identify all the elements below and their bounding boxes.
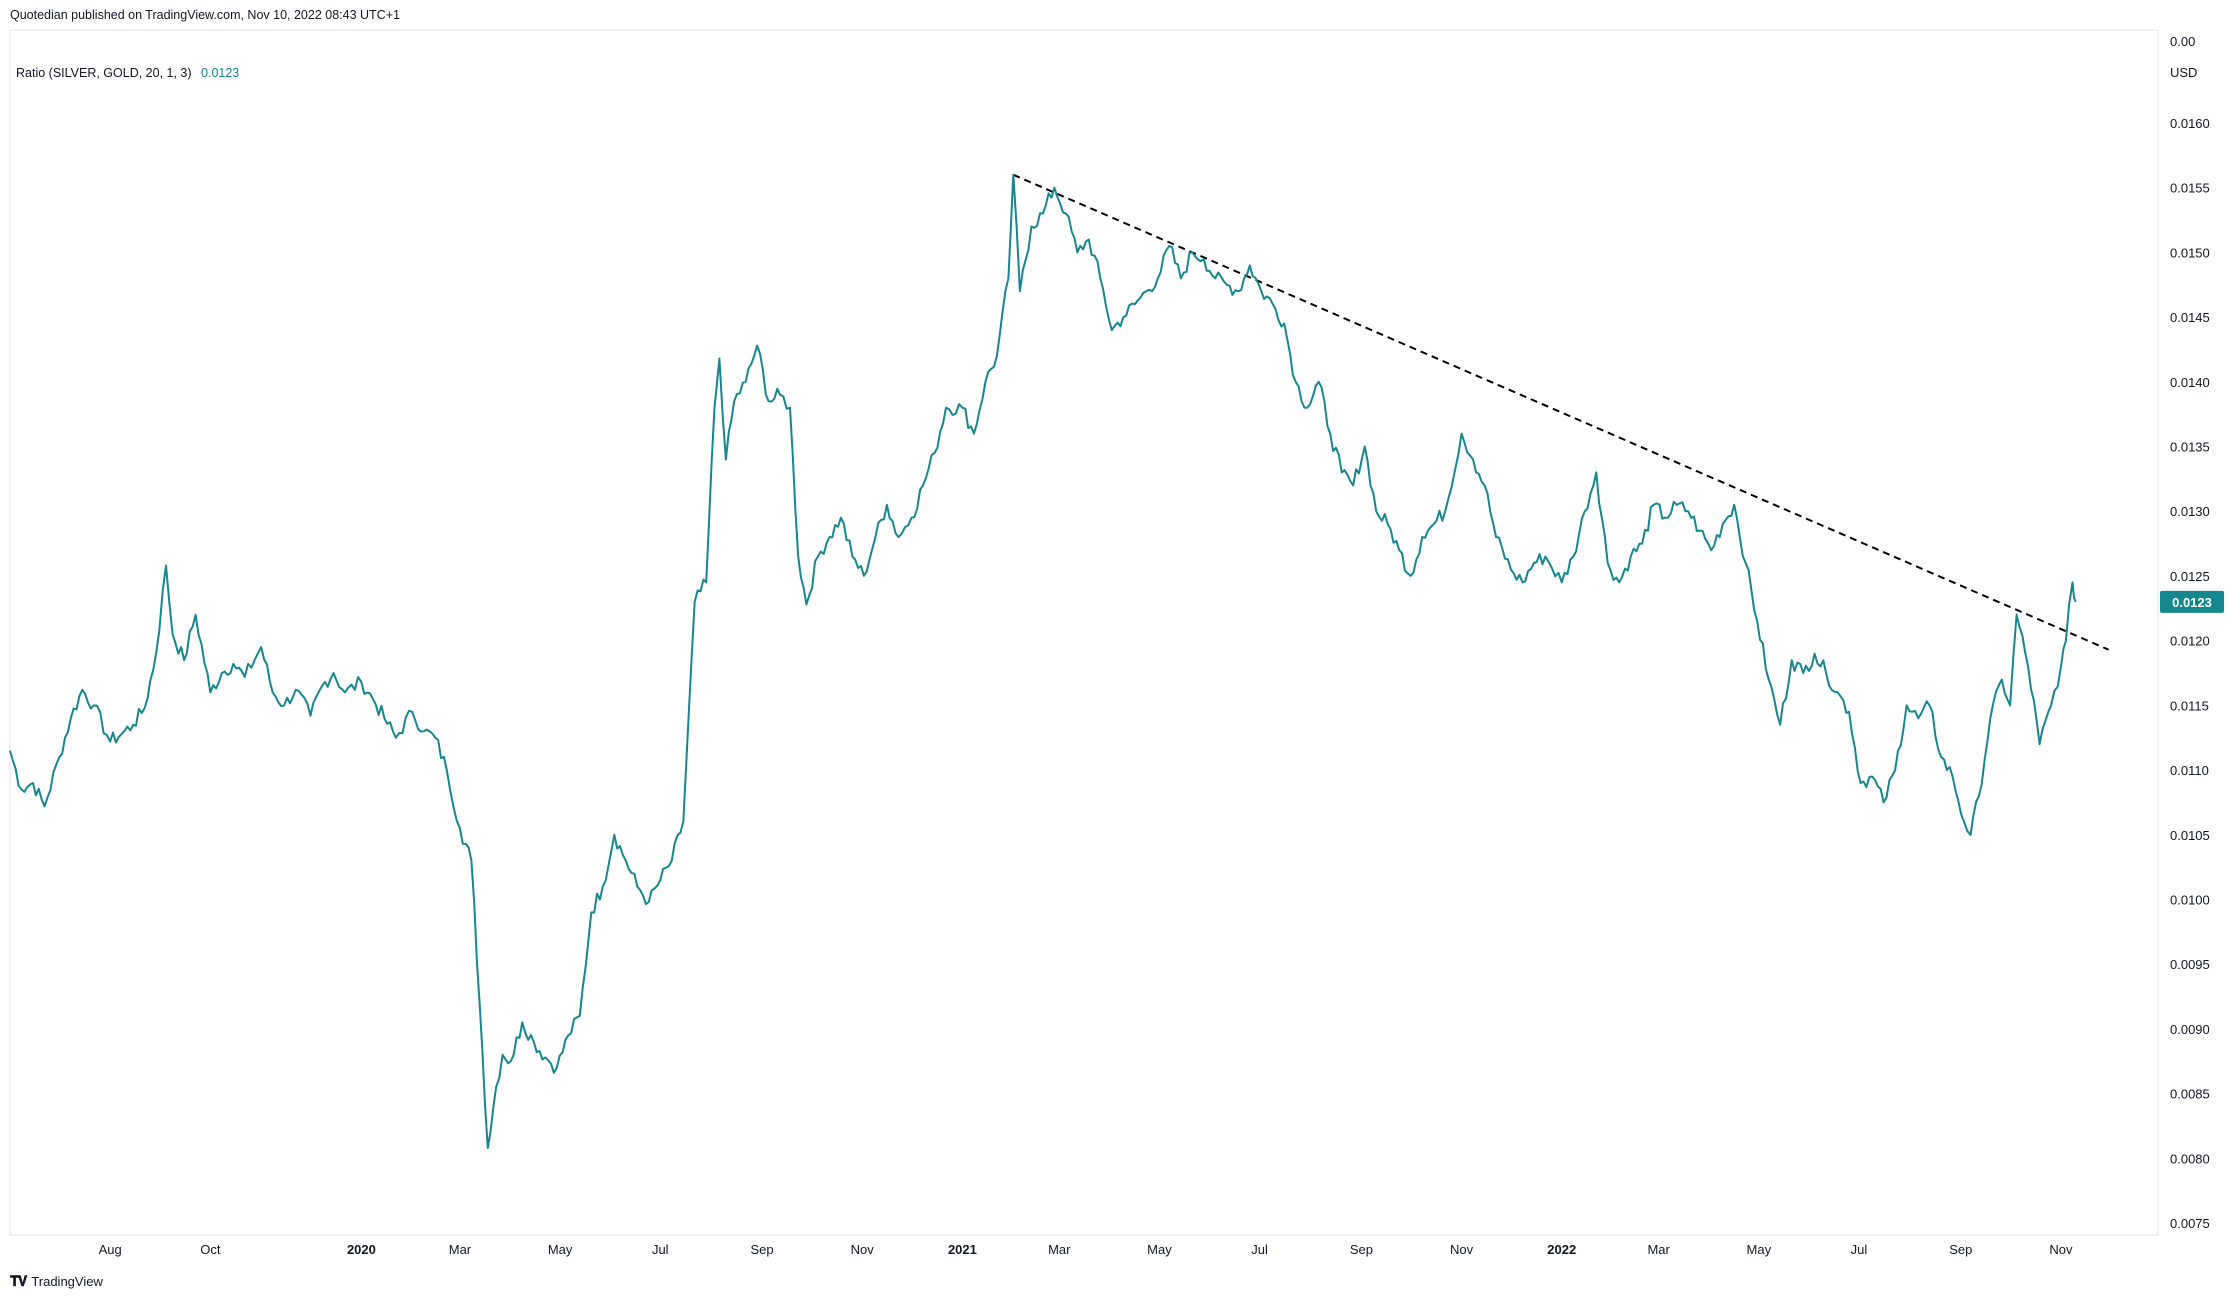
tradingview-logo-icon: 𝐓𝐕 — [10, 1273, 27, 1289]
y-tick-label: 0.0105 — [2170, 828, 2210, 843]
y-tick-label: 0.0115 — [2170, 698, 2209, 713]
x-tick-label: Jul — [1851, 1242, 1868, 1257]
x-tick-label: Mar — [449, 1242, 472, 1257]
time-axis[interactable]: Aug Oct 2020 Mar May Jul Sep Nov 2021 Mar May Jul Se… — [99, 1242, 2073, 1257]
y-tick-label: 0.0130 — [2170, 504, 2210, 519]
x-tick-label: Nov — [851, 1242, 875, 1257]
x-tick-label: Nov — [2049, 1242, 2073, 1257]
y-tick-label: 0.0125 — [2170, 569, 2210, 584]
x-tick-label: Mar — [1048, 1242, 1071, 1257]
indicator-value: 0.0123 — [201, 66, 240, 80]
trendline-layer — [1012, 173, 2109, 651]
x-tick-label: Aug — [99, 1242, 122, 1257]
price-axis-top-label: 0.00 — [2170, 34, 2195, 49]
x-tick-label: Sep — [1949, 1242, 1972, 1257]
plot-frame — [9, 29, 2159, 1236]
x-tick-label: May — [1747, 1242, 1772, 1257]
y-tick-label: 0.0080 — [2170, 1151, 2210, 1166]
x-tick-label: 2022 — [1547, 1242, 1576, 1257]
y-tick-label: 0.0140 — [2170, 375, 2210, 390]
y-tick-label: 0.0145 — [2170, 310, 2210, 325]
last-value-badge: 0.0123 — [2160, 590, 2224, 613]
dashed-trendline[interactable] — [1012, 173, 2109, 651]
x-tick-label: Sep — [751, 1242, 774, 1257]
y-tick-label: 0.0155 — [2170, 181, 2210, 196]
last-value-badge-text: 0.0123 — [2172, 595, 2212, 610]
x-tick-label: Mar — [1647, 1242, 1670, 1257]
tradingview-logo[interactable]: 𝐓𝐕 TradingView — [10, 1273, 103, 1290]
y-tick-label: 0.0100 — [2170, 892, 2210, 907]
price-axis[interactable]: 0.00 USD 0.0160 0.0155 0.0150 0.0145 0.0140 0… — [2170, 34, 2210, 1231]
x-tick-label: 2020 — [347, 1242, 376, 1257]
y-tick-label: 0.0085 — [2170, 1087, 2210, 1102]
x-tick-label: Jul — [1251, 1242, 1268, 1257]
y-tick-label: 0.0090 — [2170, 1022, 2210, 1037]
y-tick-label: 0.0120 — [2170, 634, 2210, 649]
y-tick-label: 0.0110 — [2170, 763, 2209, 778]
series-line — [9, 173, 2077, 1149]
y-tick-label: 0.0135 — [2170, 440, 2210, 455]
y-tick-label: 0.0150 — [2170, 245, 2210, 260]
x-tick-label: May — [548, 1242, 573, 1257]
indicator-legend[interactable]: Ratio (SILVER, GOLD, 20, 1, 3) 0.0123 — [16, 66, 239, 80]
y-tick-label: 0.0160 — [2170, 116, 2210, 131]
x-tick-label: Jul — [652, 1242, 669, 1257]
published-header: Quotedian published on TradingView.com, … — [10, 8, 400, 22]
y-tick-label: 0.0075 — [2170, 1216, 2210, 1231]
price-axis-currency: USD — [2170, 65, 2197, 80]
tradingview-brand-label: TradingView — [31, 1274, 103, 1289]
x-tick-label: 2021 — [948, 1242, 977, 1257]
x-tick-label: Nov — [1450, 1242, 1474, 1257]
series-layer — [9, 173, 2077, 1149]
plot-area[interactable] — [9, 29, 2159, 1236]
last-value-badge-bg — [2160, 590, 2224, 613]
y-tick-label: 0.0095 — [2170, 957, 2210, 972]
x-tick-label: Oct — [200, 1242, 221, 1257]
x-tick-label: Sep — [1350, 1242, 1373, 1257]
x-tick-label: May — [1147, 1242, 1172, 1257]
indicator-name: Ratio (SILVER, GOLD, 20, 1, 3) — [16, 66, 192, 80]
